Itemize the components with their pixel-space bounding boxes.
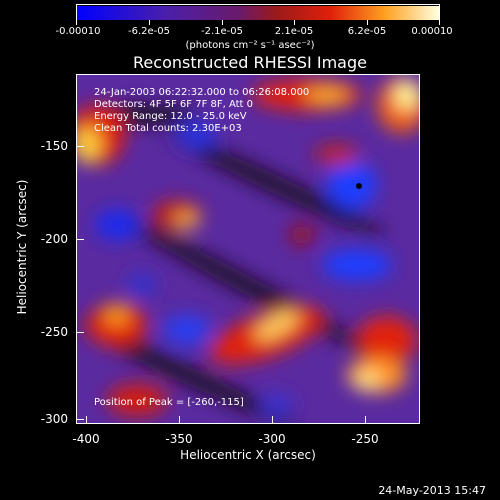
datestamp: 24-May-2013 15:47: [378, 484, 486, 497]
colorbar-units: (photons cm⁻² s⁻¹ asec⁻²): [185, 40, 315, 51]
colorbar-tick: [294, 20, 295, 25]
y-tick: [76, 419, 84, 420]
x-tick-label: -250: [351, 432, 379, 446]
colorbar-tick-label: 2.1e-05: [274, 26, 314, 37]
x-tick: [86, 416, 87, 424]
x-tick-label: -400: [72, 432, 100, 446]
solar-image: [76, 74, 420, 424]
peak-position-annotation: Position of Peak = [-260,-115]: [94, 397, 244, 408]
y-tick: [76, 332, 84, 333]
detectors-annotation: Detectors: 4F 5F 6F 7F 8F, Att 0: [94, 99, 254, 110]
x-tick-label: -300: [258, 432, 286, 446]
y-tick-label: -150: [40, 139, 68, 153]
x-axis-label: Heliocentric X (arcsec): [180, 448, 316, 462]
colorbar: [76, 4, 440, 20]
y-tick-label: -250: [40, 325, 68, 339]
colorbar-tick: [76, 20, 77, 25]
colorbar-tick-label: -6.2e-05: [128, 26, 170, 37]
x-tick: [272, 416, 273, 424]
y-tick: [76, 239, 84, 240]
solar-image-canvas: [77, 75, 419, 423]
time-range-annotation: 24-Jan-2003 06:22:32.000 to 06:26:08.000: [94, 87, 310, 98]
y-tick-label: -200: [40, 232, 68, 246]
energy-annotation: Energy Range: 12.0 - 25.0 keV: [94, 111, 247, 122]
colorbar-tick-label: 6.2e-05: [347, 26, 387, 37]
colorbar-tick-label: 0.00010: [411, 26, 453, 37]
colorbar-tick: [439, 20, 440, 25]
colorbar-tick-label: -2.1e-05: [201, 26, 243, 37]
colorbar-tick-label: -0.00010: [55, 26, 101, 37]
y-tick: [76, 146, 84, 147]
colorbar-tick: [367, 20, 368, 25]
x-tick-label: -350: [165, 432, 193, 446]
colorbar-tick: [222, 20, 223, 25]
x-tick: [365, 416, 366, 424]
y-tick-label: -300: [40, 412, 68, 426]
clean-annotation: Clean Total counts: 2.30E+03: [94, 123, 242, 134]
x-tick: [179, 416, 180, 424]
colorbar-gradient: [77, 6, 439, 20]
colorbar-tick: [149, 20, 150, 25]
plot-title: Reconstructed RHESSI Image: [133, 53, 367, 72]
y-axis-label: Heliocentric Y (arcsec): [15, 179, 29, 315]
